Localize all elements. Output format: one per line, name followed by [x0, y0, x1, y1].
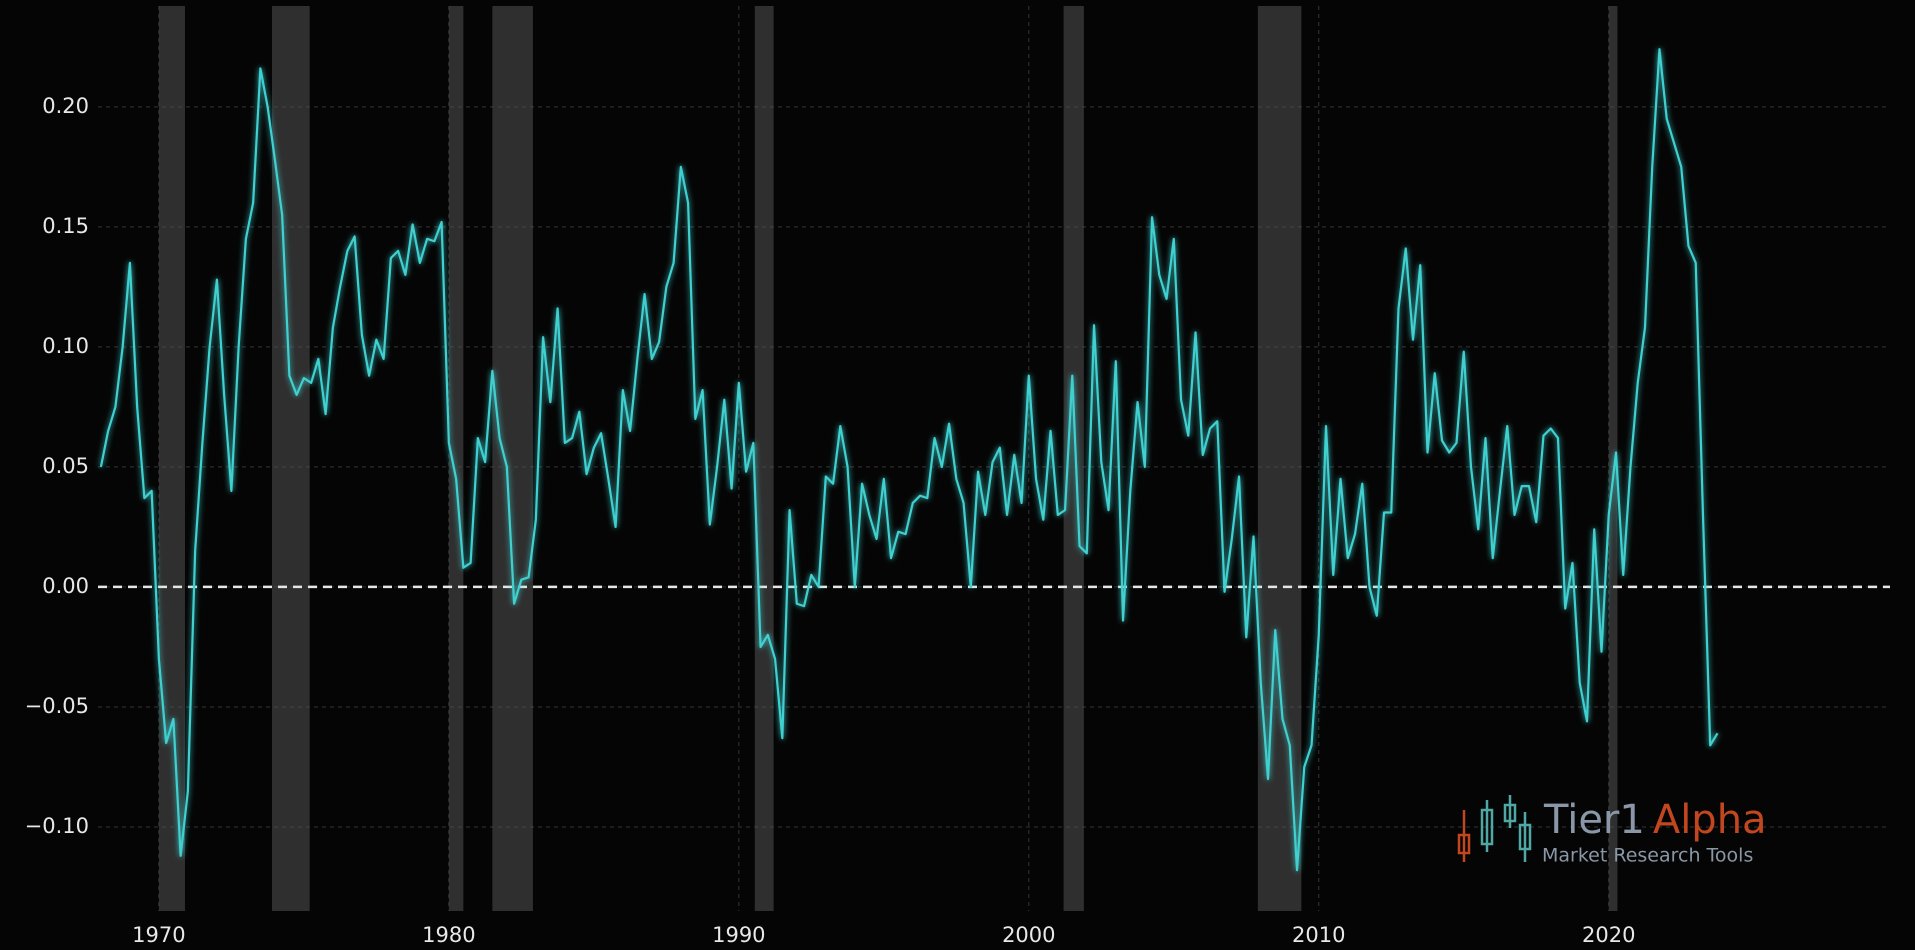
data-line [99, 48, 1719, 872]
y-tick-label: 0.00 [42, 574, 89, 598]
watermark-brand: Tier1 Alpha [1543, 797, 1767, 843]
y-tick-label: 0.05 [42, 454, 89, 478]
x-tick-label: 1970 [132, 923, 185, 947]
y-tick-label: 0.20 [42, 94, 89, 118]
recession-band [754, 6, 774, 911]
grid [98, 6, 1890, 911]
x-tick-label: 1980 [422, 923, 475, 947]
x-tick-label: 2020 [1582, 923, 1635, 947]
y-tick-label: −0.10 [25, 814, 89, 838]
recession-band [271, 6, 310, 911]
recession-band [158, 6, 185, 911]
watermark-tagline: Market Research Tools [1542, 845, 1753, 867]
watermark-brand-accent: Alpha [1653, 797, 1767, 843]
recession-band [492, 6, 533, 911]
recession-band [1063, 6, 1084, 911]
x-tick-label: 2000 [1002, 923, 1055, 947]
recession-bands [158, 6, 1618, 911]
y-tick-label: 0.15 [42, 214, 89, 238]
plot [98, 48, 1890, 872]
watermark-brand-main: Tier1 [1543, 797, 1645, 843]
recession-band [1257, 6, 1302, 911]
watermark: Tier1 Alpha Market Research Tools [1457, 795, 1767, 867]
watermark-logo [1457, 795, 1532, 862]
y-tick-label: 0.10 [42, 334, 89, 358]
x-tick-label: 1990 [712, 923, 765, 947]
recession-band [448, 6, 464, 911]
y-tick-label: −0.05 [25, 694, 89, 718]
x-tick-label: 2010 [1292, 923, 1345, 947]
recession-band [1608, 6, 1618, 911]
